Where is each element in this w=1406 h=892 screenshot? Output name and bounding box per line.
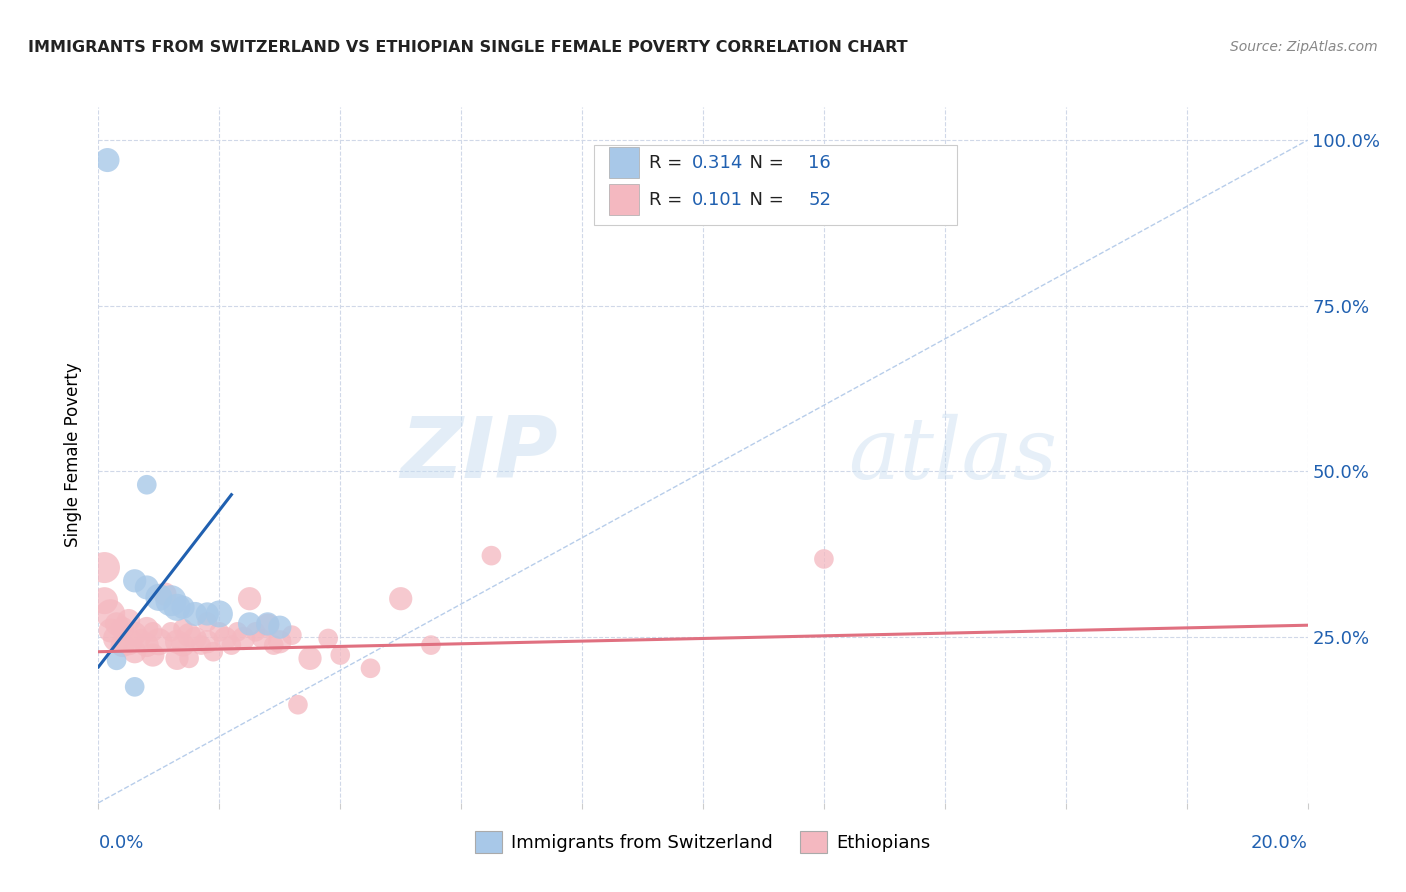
Point: [111, 622, 134, 636]
Point: [105, 616, 128, 631]
Point: [184, 607, 207, 621]
Point: [153, 587, 176, 601]
Point: [184, 632, 207, 646]
Point: [232, 632, 254, 646]
Point: [245, 624, 267, 639]
Text: N =: N =: [738, 191, 790, 209]
Point: [135, 622, 157, 636]
Point: [124, 574, 146, 588]
FancyBboxPatch shape: [609, 184, 638, 215]
Point: [129, 632, 152, 646]
Point: [813, 552, 835, 566]
Point: [124, 627, 146, 641]
Point: [208, 607, 231, 621]
Point: [195, 607, 218, 621]
Point: [287, 698, 309, 712]
Point: [118, 614, 141, 628]
Text: Source: ZipAtlas.com: Source: ZipAtlas.com: [1230, 40, 1378, 54]
Point: [124, 680, 146, 694]
Point: [269, 634, 291, 648]
Point: [135, 477, 157, 491]
Text: IMMIGRANTS FROM SWITZERLAND VS ETHIOPIAN SINGLE FEMALE POVERTY CORRELATION CHART: IMMIGRANTS FROM SWITZERLAND VS ETHIOPIAN…: [28, 40, 908, 55]
Point: [190, 638, 212, 652]
Point: [166, 600, 188, 615]
Point: [148, 591, 170, 605]
Point: [481, 549, 503, 563]
Point: [166, 634, 188, 648]
Point: [172, 638, 194, 652]
Text: N =: N =: [738, 153, 790, 171]
Point: [239, 591, 262, 606]
Point: [226, 624, 249, 639]
Point: [160, 624, 183, 639]
Text: atlas: atlas: [848, 414, 1057, 496]
Point: [221, 638, 243, 652]
Point: [263, 638, 285, 652]
Point: [202, 645, 225, 659]
FancyBboxPatch shape: [595, 145, 957, 226]
Text: R =: R =: [648, 153, 688, 171]
Point: [166, 651, 188, 665]
Point: [135, 638, 157, 652]
Point: [105, 653, 128, 667]
Legend: Immigrants from Switzerland, Ethiopians: Immigrants from Switzerland, Ethiopians: [468, 823, 938, 860]
Point: [118, 634, 141, 648]
Text: R =: R =: [648, 191, 688, 209]
Text: 0.101: 0.101: [692, 191, 744, 209]
Point: [111, 638, 134, 652]
Text: 20.0%: 20.0%: [1251, 834, 1308, 852]
Point: [299, 651, 322, 665]
Text: ZIP: ZIP: [401, 413, 558, 497]
Point: [195, 634, 218, 648]
Point: [208, 624, 231, 639]
Point: [100, 607, 122, 621]
FancyBboxPatch shape: [609, 147, 638, 178]
Point: [256, 618, 278, 632]
Point: [172, 622, 194, 636]
Point: [124, 645, 146, 659]
Point: [93, 560, 115, 574]
Point: [96, 153, 118, 167]
Point: [179, 651, 201, 665]
Point: [100, 624, 122, 638]
Point: [105, 632, 128, 646]
Point: [316, 632, 339, 646]
Point: [148, 634, 170, 648]
Point: [329, 648, 352, 662]
Point: [360, 661, 382, 675]
Y-axis label: Single Female Poverty: Single Female Poverty: [65, 363, 83, 547]
Point: [420, 638, 443, 652]
Point: [172, 600, 194, 615]
Point: [250, 632, 273, 646]
Point: [269, 620, 291, 634]
Text: 0.0%: 0.0%: [98, 834, 143, 852]
Point: [142, 648, 165, 662]
Point: [135, 581, 157, 595]
Point: [142, 624, 165, 639]
Text: 52: 52: [808, 191, 831, 209]
Point: [281, 628, 304, 642]
Point: [239, 616, 262, 631]
Point: [179, 628, 201, 642]
Point: [389, 591, 412, 606]
Text: 0.314: 0.314: [692, 153, 744, 171]
Point: [160, 593, 183, 607]
Point: [93, 593, 115, 607]
Point: [214, 632, 236, 646]
Point: [195, 615, 218, 629]
Text: 16: 16: [808, 153, 831, 171]
Point: [256, 616, 278, 631]
